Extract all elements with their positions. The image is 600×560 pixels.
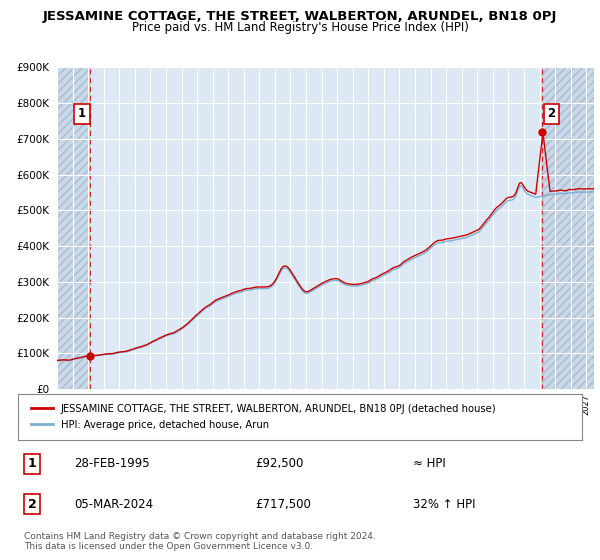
Legend: JESSAMINE COTTAGE, THE STREET, WALBERTON, ARUNDEL, BN18 0PJ (detached house), HP: JESSAMINE COTTAGE, THE STREET, WALBERTON… (26, 400, 500, 433)
Text: 1: 1 (28, 458, 37, 470)
Bar (542, 67, 594, 389)
Bar (57, 67, 91, 389)
Text: £717,500: £717,500 (255, 498, 311, 511)
Text: Contains HM Land Registry data © Crown copyright and database right 2024.
This d: Contains HM Land Registry data © Crown c… (24, 532, 376, 552)
Text: Price paid vs. HM Land Registry's House Price Index (HPI): Price paid vs. HM Land Registry's House … (131, 21, 469, 34)
Text: 2: 2 (547, 107, 556, 120)
Text: ≈ HPI: ≈ HPI (413, 458, 446, 470)
Text: 32% ↑ HPI: 32% ↑ HPI (413, 498, 475, 511)
Text: £92,500: £92,500 (255, 458, 303, 470)
Text: 2: 2 (28, 498, 37, 511)
Text: 28-FEB-1995: 28-FEB-1995 (74, 458, 150, 470)
Text: 05-MAR-2024: 05-MAR-2024 (74, 498, 154, 511)
Text: 1: 1 (78, 107, 86, 120)
Text: JESSAMINE COTTAGE, THE STREET, WALBERTON, ARUNDEL, BN18 0PJ: JESSAMINE COTTAGE, THE STREET, WALBERTON… (43, 10, 557, 22)
